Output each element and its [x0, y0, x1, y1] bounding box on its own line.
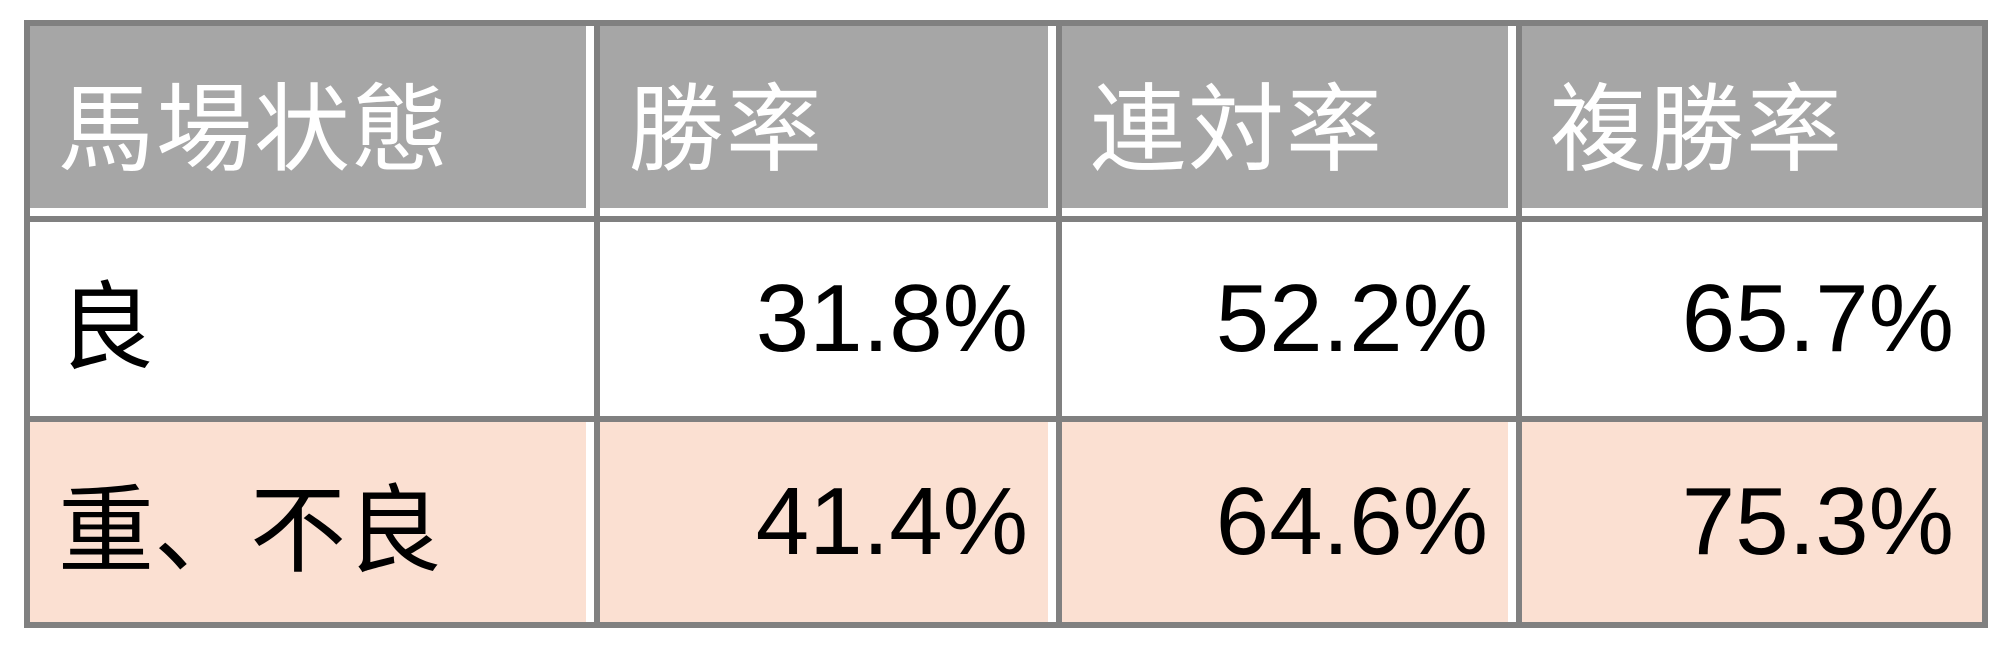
table-body: 良 31.8% 52.2% 65.7% 重、不良 41.4% 64.6% 75.…	[30, 222, 1982, 622]
cell-win: 31.8%	[600, 222, 1062, 422]
header-row: 馬場状態 勝率 連対率 複勝率	[30, 26, 1982, 222]
cell-win: 41.4%	[600, 422, 1062, 622]
table-row: 重、不良 41.4% 64.6% 75.3%	[30, 422, 1982, 622]
cell-place2: 64.6%	[1062, 422, 1522, 622]
table-row: 良 31.8% 52.2% 65.7%	[30, 222, 1982, 422]
col-header-condition: 馬場状態	[30, 26, 600, 222]
table-header: 馬場状態 勝率 連対率 複勝率	[30, 26, 1982, 222]
cell-place2: 52.2%	[1062, 222, 1522, 422]
track-condition-stats-table: 馬場状態 勝率 連対率 複勝率 良 31.8% 52.2% 65.7% 重、不良…	[24, 20, 1988, 628]
cell-place3: 65.7%	[1522, 222, 1982, 422]
col-header-place2: 連対率	[1062, 26, 1522, 222]
cell-condition: 重、不良	[30, 422, 600, 622]
cell-place3: 75.3%	[1522, 422, 1982, 622]
col-header-place3: 複勝率	[1522, 26, 1982, 222]
col-header-win: 勝率	[600, 26, 1062, 222]
cell-condition: 良	[30, 222, 600, 422]
